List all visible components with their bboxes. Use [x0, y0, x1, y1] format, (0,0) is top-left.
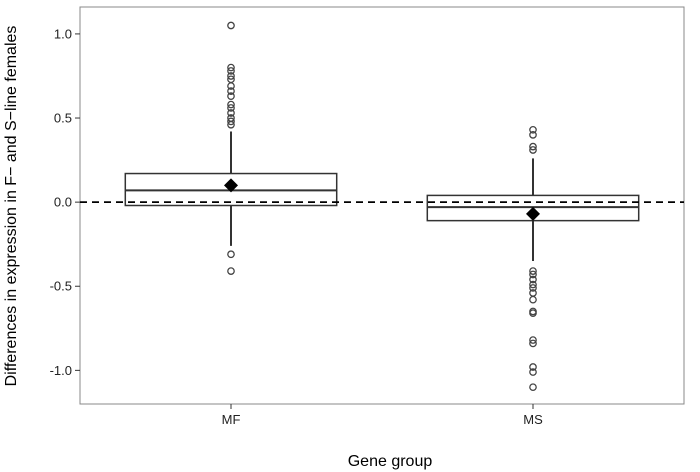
outlier-point — [227, 82, 235, 90]
y-axis-title: Differences in expression in F− and S−li… — [3, 26, 20, 387]
mean-marker — [224, 178, 238, 193]
outlier-point — [227, 104, 235, 112]
plot-marks — [80, 21, 684, 392]
y-axis: 1.0 0.5 0.0 -0.5 -1.0 — [50, 26, 80, 378]
outlier-point — [529, 363, 537, 371]
outlier-point — [227, 109, 235, 117]
outlier-point — [529, 336, 537, 344]
outlier-point — [529, 125, 537, 134]
y-tick-label: 0.0 — [54, 195, 72, 210]
outlier-point — [529, 270, 537, 279]
x-tick-label: MS — [523, 412, 543, 427]
outlier-point — [529, 146, 537, 154]
outlier-point — [227, 67, 235, 75]
outlier-point — [227, 21, 235, 30]
outlier-point — [529, 130, 537, 139]
y-tick-label: 0.5 — [54, 111, 72, 126]
outlier-point — [227, 267, 235, 275]
mean-marker — [526, 206, 540, 221]
outlier-point — [529, 368, 537, 376]
outlier-point — [529, 267, 537, 275]
outlier-point — [529, 280, 537, 289]
outlier-point — [529, 275, 537, 284]
outlier-point — [227, 87, 235, 95]
y-tick-label: -0.5 — [50, 279, 72, 294]
outlier-point — [529, 142, 537, 151]
x-tick-label: MF — [222, 412, 241, 427]
outlier-point — [529, 383, 537, 392]
outlier-point — [529, 284, 537, 292]
outlier-point — [227, 250, 235, 259]
outlier-point — [227, 120, 235, 129]
box-mf — [124, 21, 338, 275]
x-axis-title: Gene group — [348, 453, 433, 470]
outlier-point — [227, 63, 235, 72]
outlier-point — [227, 117, 235, 126]
outlier-point — [227, 92, 235, 101]
outlier-point — [227, 100, 235, 109]
y-tick-label: -1.0 — [50, 363, 72, 378]
outlier-point — [529, 295, 537, 304]
outlier-point — [227, 72, 235, 80]
outlier-point — [529, 339, 537, 348]
outlier-point — [529, 309, 537, 318]
y-tick-label: 1.0 — [54, 26, 72, 41]
box-ms — [426, 125, 640, 392]
x-axis: MF MS — [222, 404, 543, 427]
